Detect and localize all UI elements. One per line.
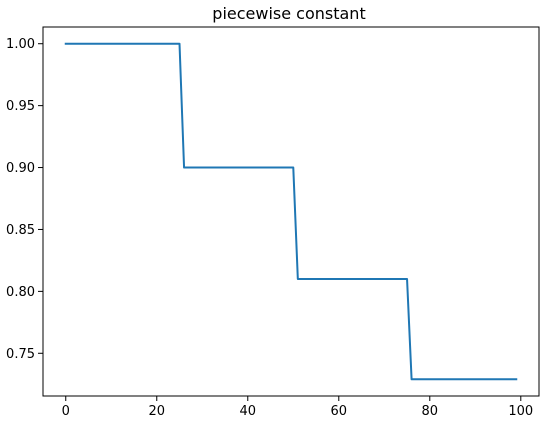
x-tick-label: 20 [148, 404, 165, 419]
plot-area: 0 20 40 60 80 100 0.75 0.80 0.85 0.90 0.95 1.00 [6, 26, 540, 419]
x-tick-label: 0 [62, 404, 70, 419]
y-tick-label: 0.75 [6, 347, 35, 362]
y-tick-label: 0.85 [6, 223, 35, 238]
x-tick-label: 40 [239, 404, 256, 419]
y-tick-label: 1.00 [6, 37, 35, 52]
x-tick-label: 60 [331, 404, 348, 419]
series-line-0 [64, 42, 518, 381]
axes-frame [42, 26, 540, 397]
y-tick-label: 0.95 [6, 99, 35, 114]
y-tick-label: 0.80 [6, 285, 35, 300]
chart-title: piecewise constant [212, 4, 365, 23]
x-tick-label: 100 [508, 404, 533, 419]
x-tick-label: 80 [422, 404, 439, 419]
y-tick-label: 0.90 [6, 161, 35, 176]
